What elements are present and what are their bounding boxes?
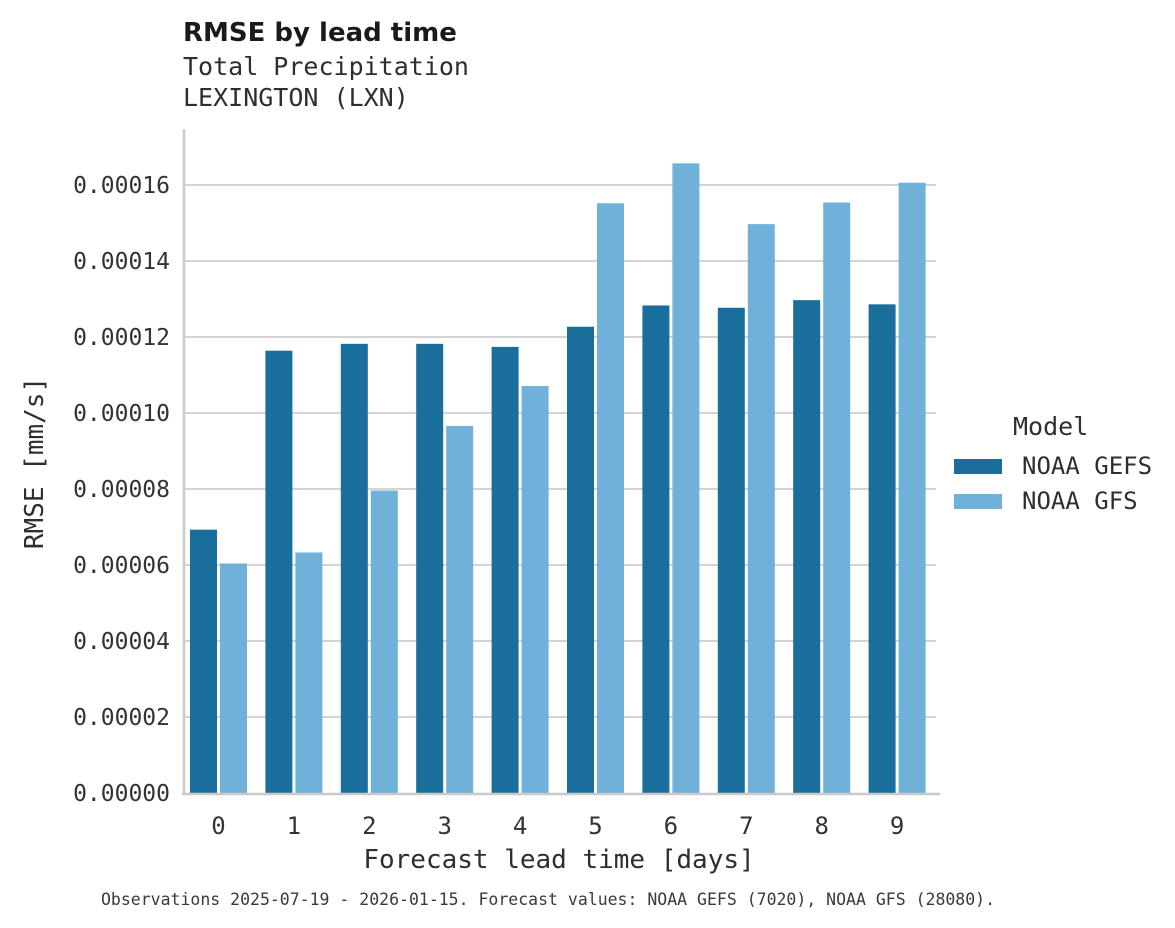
- bar-noaa-gfs-day-7: [747, 224, 775, 794]
- legend-title: Model: [1013, 412, 1089, 441]
- bar-noaa-gefs-day-9: [868, 304, 896, 793]
- x-tick-label: 3: [437, 812, 451, 840]
- y-tick-label: 0.00006: [73, 553, 170, 579]
- y-tick-label: 0.00010: [73, 401, 170, 427]
- chart-subtitle-variable: Total Precipitation: [183, 52, 469, 81]
- bar-noaa-gefs-day-8: [793, 300, 821, 793]
- x-tick-label: 4: [513, 812, 527, 840]
- legend-entry-noaa-gefs: NOAA GEFS: [954, 452, 1153, 480]
- chart-title: RMSE by lead time: [183, 18, 457, 48]
- x-tick-label: 1: [287, 812, 301, 840]
- x-tick-label: 0: [211, 812, 225, 840]
- bar-noaa-gefs-day-0: [190, 529, 217, 793]
- y-tick-label: 0.00002: [73, 705, 170, 731]
- bar-noaa-gfs-day-8: [823, 202, 851, 794]
- y-tick-label: 0.00008: [73, 477, 170, 503]
- bar-noaa-gfs-day-1: [295, 552, 323, 793]
- legend: Model NOAA GEFS NOAA GFS: [954, 412, 1152, 524]
- x-tick-label: 8: [814, 812, 828, 840]
- y-tick-label: 0.00004: [73, 629, 170, 655]
- bar-noaa-gfs-day-4: [521, 386, 549, 793]
- bar-noaa-gefs-day-4: [491, 346, 519, 793]
- x-tick-label: 6: [664, 812, 678, 840]
- y-tick-label: 0.00014: [73, 249, 170, 275]
- bar-noaa-gfs-day-0: [220, 563, 247, 793]
- y-tick-label: 0.00000: [73, 781, 170, 807]
- footer-caption: Observations 2025-07-19 - 2026-01-15. Fo…: [101, 890, 996, 909]
- bar-noaa-gefs-day-2: [340, 343, 368, 793]
- x-tick-label: 2: [362, 812, 376, 840]
- x-axis-title: Forecast lead time [days]: [363, 845, 755, 875]
- legend-label-noaa-gefs: NOAA GEFS: [1022, 452, 1153, 480]
- bar-noaa-gefs-day-6: [642, 305, 670, 793]
- bar-noaa-gfs-day-6: [672, 163, 700, 793]
- legend-label-noaa-gfs: NOAA GFS: [1022, 487, 1138, 515]
- bar-noaa-gefs-day-7: [717, 307, 745, 793]
- x-tick-label: 7: [739, 812, 753, 840]
- bar-noaa-gfs-day-2: [370, 490, 398, 793]
- legend-swatch-noaa-gefs-icon: [954, 458, 1002, 474]
- bar-noaa-gfs-day-9: [898, 182, 926, 794]
- y-tick-label: 0.00016: [73, 173, 170, 199]
- bar-noaa-gefs-day-3: [416, 343, 444, 793]
- legend-swatch-noaa-gfs-icon: [954, 493, 1002, 509]
- bar-noaa-gefs-day-5: [567, 326, 594, 793]
- bar-noaa-gfs-day-3: [446, 425, 474, 793]
- x-tick-label: 5: [588, 812, 602, 840]
- y-tick-label: 0.00012: [73, 325, 170, 351]
- chart-subtitle-station: LEXINGTON (LXN): [183, 83, 409, 112]
- x-tick-label: 9: [890, 812, 904, 840]
- legend-entry-noaa-gfs: NOAA GFS: [954, 487, 1152, 515]
- bar-noaa-gfs-day-5: [597, 203, 624, 793]
- bar-noaa-gefs-day-1: [265, 350, 293, 793]
